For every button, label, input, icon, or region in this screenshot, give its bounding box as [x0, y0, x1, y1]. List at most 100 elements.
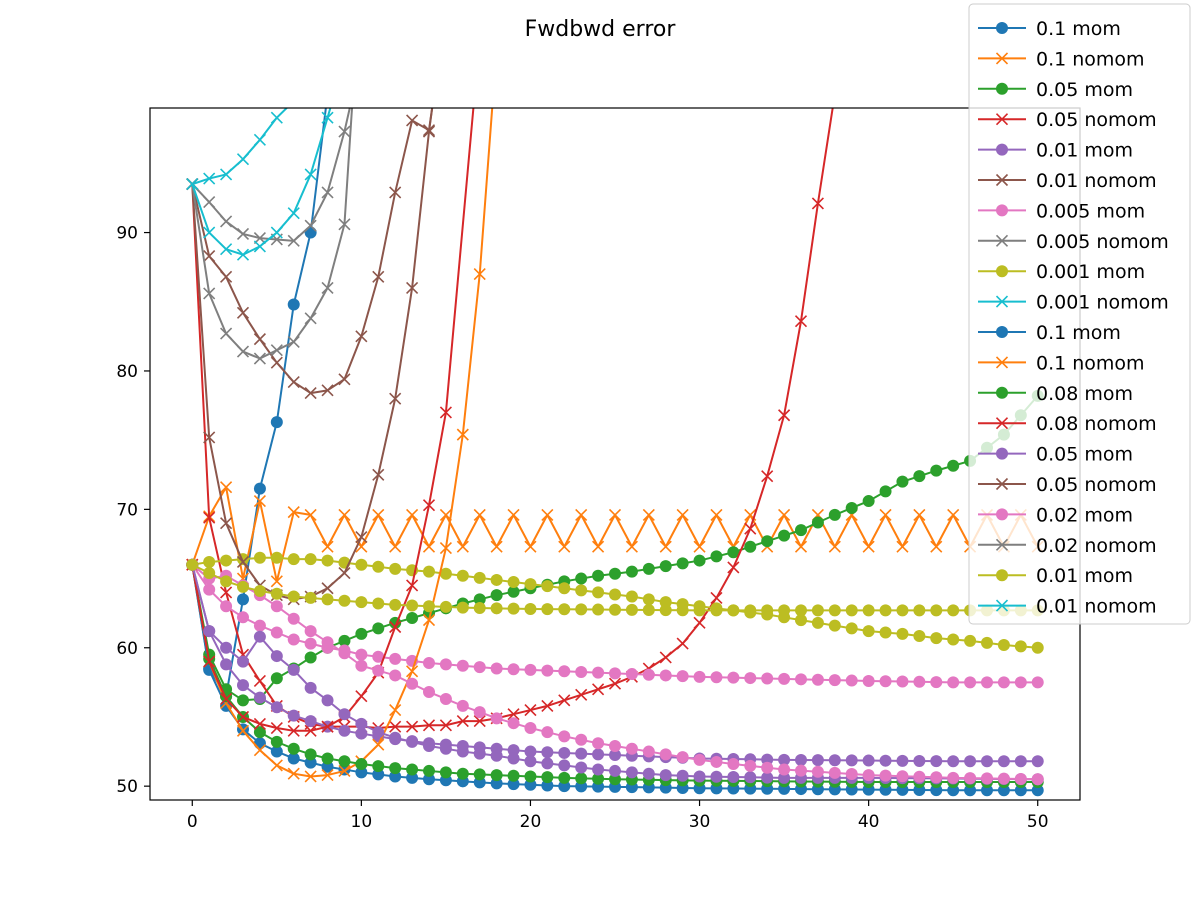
data-point	[439, 692, 452, 705]
data-point	[642, 668, 655, 681]
data-point	[541, 699, 554, 712]
data-point	[794, 315, 808, 328]
data-point	[997, 772, 1010, 785]
data-point	[524, 755, 537, 768]
data-point	[372, 622, 385, 635]
data-point	[541, 664, 554, 677]
legend-entry: 0.05 mom	[978, 444, 1133, 466]
data-point	[913, 508, 926, 521]
data-point	[996, 386, 1008, 399]
legend-label: 0.001 nomom	[1036, 292, 1169, 314]
data-point	[981, 784, 993, 797]
data-point	[541, 580, 554, 593]
data-point	[575, 665, 588, 678]
legend-entry: 0.08 nomom	[978, 413, 1157, 435]
data-point	[287, 298, 300, 311]
data-point	[659, 669, 672, 682]
series-line	[191, 108, 289, 186]
data-point	[287, 234, 300, 247]
data-point	[439, 658, 452, 671]
data-point	[558, 771, 571, 784]
legend-entry: 0.05 mom	[978, 79, 1133, 101]
data-point	[389, 598, 402, 611]
data-point	[995, 52, 1009, 65]
legend-entry: 0.1 nomom	[978, 352, 1145, 374]
data-point	[422, 540, 436, 553]
legend-label: 0.01 nomom	[1036, 170, 1157, 192]
data-point	[609, 773, 621, 786]
data-point	[778, 508, 791, 521]
data-point	[507, 508, 520, 521]
legend-entry: 0.1 mom	[978, 322, 1121, 344]
data-point	[439, 406, 452, 419]
data-point	[609, 764, 621, 777]
data-point	[845, 604, 858, 617]
data-point	[372, 508, 385, 521]
data-point	[1031, 773, 1044, 786]
data-point	[338, 708, 351, 721]
data-point	[304, 756, 317, 769]
data-point	[879, 769, 892, 782]
legend-label: 0.01 mom	[1036, 140, 1133, 162]
data-point	[592, 748, 605, 761]
data-point	[473, 508, 486, 521]
data-point	[422, 614, 436, 627]
legend-label: 0.02 nomom	[1036, 535, 1157, 557]
data-point	[727, 546, 740, 559]
data-point	[541, 771, 554, 784]
data-point	[423, 656, 435, 669]
data-point	[270, 344, 283, 357]
data-point	[270, 226, 283, 239]
data-point	[406, 720, 419, 733]
data-point	[490, 712, 503, 725]
data-point	[727, 604, 740, 617]
data-point	[795, 764, 807, 777]
data-point	[203, 511, 216, 524]
data-point	[389, 540, 402, 553]
data-point	[490, 589, 503, 602]
data-point	[811, 754, 824, 767]
legend-label: 0.05 mom	[1036, 444, 1133, 466]
data-point	[456, 767, 469, 780]
data-point	[997, 755, 1010, 768]
data-point	[524, 540, 537, 553]
data-point	[1031, 676, 1044, 689]
data-point	[761, 672, 774, 685]
data-point	[287, 752, 300, 765]
data-point	[270, 650, 283, 663]
data-point	[964, 676, 977, 689]
data-point	[389, 703, 402, 717]
legend-label: 0.1 nomom	[1036, 352, 1145, 374]
plot-series	[186, 108, 1044, 797]
data-point	[693, 554, 706, 567]
data-point	[996, 569, 1008, 582]
data-point	[456, 715, 469, 728]
data-point	[304, 770, 317, 783]
data-point	[995, 173, 1009, 187]
data-point	[609, 567, 621, 580]
data-point	[372, 270, 385, 283]
data-point	[270, 735, 283, 748]
data-point	[710, 671, 723, 684]
data-point	[930, 632, 943, 645]
data-point	[253, 717, 266, 730]
data-point	[270, 111, 283, 124]
data-point	[220, 600, 233, 613]
data-point	[507, 717, 520, 730]
data-point	[304, 625, 317, 638]
data-point	[270, 551, 283, 564]
legend-entry: 0.001 nomom	[978, 292, 1169, 314]
data-point	[541, 726, 554, 739]
data-point	[879, 485, 892, 498]
data-point	[659, 769, 672, 782]
data-point	[237, 580, 249, 593]
data-point	[592, 772, 605, 785]
data-point	[389, 562, 402, 575]
data-point	[710, 508, 723, 521]
data-point	[778, 763, 791, 776]
data-point	[964, 784, 977, 797]
series-16	[186, 558, 1044, 786]
legend-entry: 0.01 nomom	[978, 596, 1157, 618]
data-point	[558, 730, 571, 743]
data-point	[406, 599, 419, 612]
